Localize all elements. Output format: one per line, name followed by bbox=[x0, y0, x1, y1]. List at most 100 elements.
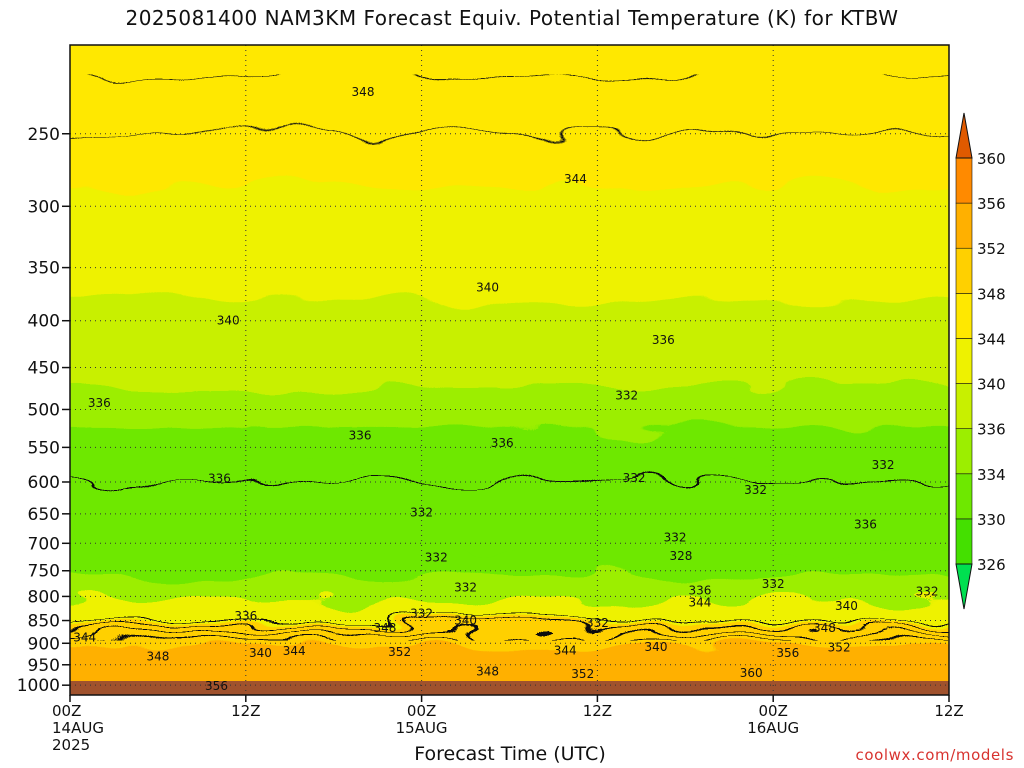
y-tick-label: 300 bbox=[28, 197, 60, 217]
contour-label: 344 bbox=[688, 595, 711, 609]
contour-label: 352 bbox=[828, 641, 851, 655]
colorbar-swatch bbox=[955, 157, 973, 204]
y-tick-label: 800 bbox=[28, 587, 60, 607]
contour-label: 336 bbox=[208, 472, 231, 486]
colorbar-label: 360 bbox=[977, 150, 1006, 168]
y-tick-label: 1000 bbox=[17, 676, 60, 696]
contour-label: 332 bbox=[872, 458, 895, 472]
colorbar-label: 348 bbox=[977, 285, 1006, 303]
contour-label: 336 bbox=[88, 396, 111, 410]
colorbar-label: 356 bbox=[977, 195, 1006, 213]
colorbar-arrow-bottom bbox=[955, 563, 973, 610]
contour-label: 336 bbox=[491, 436, 514, 450]
colorbar-swatch bbox=[955, 247, 973, 294]
y-tick-label: 500 bbox=[28, 400, 60, 420]
x-axis-title: Forecast Time (UTC) bbox=[414, 743, 606, 765]
grid-lines bbox=[70, 45, 949, 695]
x-tick-label: 00Z bbox=[52, 702, 81, 720]
contour-label: 352 bbox=[388, 645, 411, 659]
x-tick-label: 12Z bbox=[934, 702, 963, 720]
contour-label: 356 bbox=[776, 646, 799, 660]
contour-label: 340 bbox=[454, 614, 477, 628]
contour-label: 360 bbox=[740, 666, 763, 680]
x-tick-label: 16AUG bbox=[747, 719, 799, 737]
contour-label: 336 bbox=[688, 583, 711, 597]
y-tick-label: 950 bbox=[28, 656, 60, 676]
contour-label: 332 bbox=[916, 584, 939, 598]
y-tick-label: 550 bbox=[28, 438, 60, 458]
contour-label: 340 bbox=[217, 314, 240, 328]
contour-label: 348 bbox=[146, 649, 169, 663]
colorbar-swatch bbox=[955, 428, 973, 475]
contour-label: 348 bbox=[374, 621, 397, 635]
contour-label: 332 bbox=[615, 389, 638, 403]
contour-label: 332 bbox=[425, 550, 448, 564]
x-tick-label: 2025 bbox=[52, 736, 90, 754]
colorbar-swatch bbox=[955, 518, 973, 565]
contour-lines bbox=[70, 74, 949, 641]
colorbar-label: 340 bbox=[977, 376, 1006, 394]
colorbar-arrow-top bbox=[955, 112, 973, 159]
contour-label: 348 bbox=[352, 85, 375, 99]
colorbar-label: 330 bbox=[977, 511, 1006, 529]
x-tick-label: 15AUG bbox=[396, 719, 448, 737]
contour-label: 336 bbox=[234, 609, 257, 623]
y-tick-label: 450 bbox=[28, 359, 60, 379]
y-tick-label: 700 bbox=[28, 534, 60, 554]
x-tick-label: 00Z bbox=[407, 702, 436, 720]
contour-label: 328 bbox=[669, 549, 692, 563]
contour-labels: 348 344 340 340 336 336 336 336 332 336 332 332 332 3… bbox=[73, 85, 938, 693]
colorbar-swatch bbox=[955, 383, 973, 429]
contour-label: 348 bbox=[813, 621, 836, 635]
contour-label: 344 bbox=[554, 643, 577, 657]
colorbar-label: 334 bbox=[977, 466, 1006, 484]
contour-label: 344 bbox=[564, 172, 587, 186]
contour-label: 344 bbox=[73, 630, 96, 644]
y-tick-label: 850 bbox=[28, 612, 60, 632]
chart-title: 2025081400 NAM3KM Forecast Equiv. Potent… bbox=[125, 6, 899, 30]
colorbar: 326 330 334 336 340 344 348 352 356 360 bbox=[955, 112, 1006, 610]
x-tick-label: 14AUG bbox=[52, 719, 104, 737]
colorbar-label: 336 bbox=[977, 421, 1006, 439]
plot-area bbox=[70, 45, 949, 695]
contour-label: 332 bbox=[454, 580, 477, 594]
contour-label: 352 bbox=[571, 667, 594, 681]
y-tick-label: 400 bbox=[28, 312, 60, 332]
plot-frame bbox=[69, 44, 950, 696]
x-tick-label: 00Z bbox=[759, 702, 788, 720]
y-tick-label: 650 bbox=[28, 505, 60, 525]
colorbar-label: 326 bbox=[977, 556, 1006, 574]
contour-label: 340 bbox=[249, 646, 272, 660]
contour-label: 332 bbox=[664, 531, 687, 545]
contour-label: 344 bbox=[283, 644, 306, 658]
y-tick-label: 750 bbox=[28, 562, 60, 582]
colorbar-swatch bbox=[955, 293, 973, 339]
y-axis: 2503003504004505005506006507007508008509… bbox=[17, 125, 70, 696]
x-tick-label: 12Z bbox=[231, 702, 260, 720]
credit-link[interactable]: coolwx.com/models bbox=[855, 746, 1014, 764]
contour-label: 332 bbox=[744, 483, 767, 497]
colorbar-label: 344 bbox=[977, 330, 1006, 348]
contour-label: 340 bbox=[476, 281, 499, 295]
contour-label: 336 bbox=[854, 518, 877, 532]
contour-label: 336 bbox=[652, 333, 675, 347]
colorbar-swatch bbox=[955, 338, 973, 384]
ground-layer bbox=[70, 681, 949, 695]
colorbar-swatch bbox=[955, 473, 973, 520]
contour-label: 348 bbox=[476, 664, 499, 678]
contour-label: 332 bbox=[623, 471, 646, 485]
contour-label: 332 bbox=[762, 577, 785, 591]
x-tick-label: 12Z bbox=[583, 702, 612, 720]
y-tick-label: 350 bbox=[28, 259, 60, 279]
contour-label: 332 bbox=[410, 506, 433, 520]
y-tick-label: 900 bbox=[28, 634, 60, 654]
colorbar-label: 352 bbox=[977, 240, 1006, 258]
contour-label: 332 bbox=[586, 616, 609, 630]
contour-label: 340 bbox=[835, 599, 858, 613]
theta-e-field bbox=[70, 45, 949, 695]
contour-label: 356 bbox=[205, 679, 228, 693]
y-tick-label: 600 bbox=[28, 473, 60, 493]
y-tick-label: 250 bbox=[28, 125, 60, 145]
